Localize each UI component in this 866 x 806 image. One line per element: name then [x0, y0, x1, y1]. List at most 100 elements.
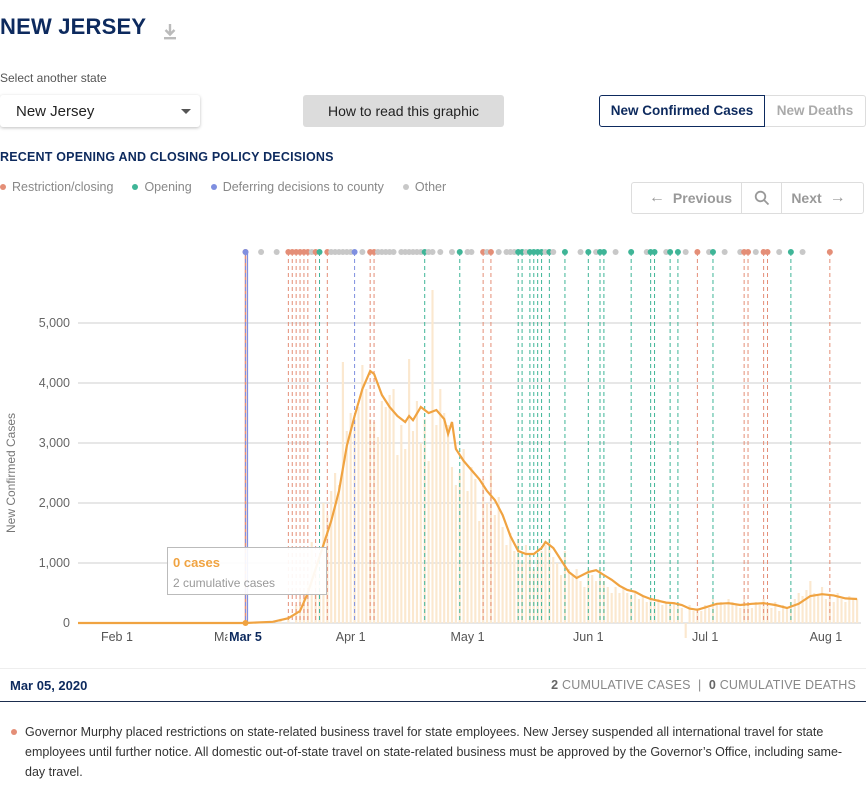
chart-bar — [513, 551, 516, 623]
policy-event-dot — [585, 249, 592, 255]
chart-bar — [388, 395, 391, 623]
policy-event-dot — [550, 249, 557, 255]
chart-bar — [774, 602, 777, 623]
chart-bar — [708, 608, 711, 623]
chart-bar — [622, 587, 625, 623]
chart-bar — [509, 533, 512, 623]
policy-event-dot — [674, 249, 681, 255]
state-select[interactable]: New Jersey — [0, 95, 200, 127]
chart-bar — [376, 437, 380, 623]
chart-bar — [735, 605, 738, 623]
chart-bar — [411, 431, 415, 623]
chart-bar — [466, 491, 469, 623]
policy-event-dot — [390, 249, 397, 255]
policy-event-dot — [745, 249, 752, 255]
chart-bar — [754, 602, 757, 623]
chart-highlight-marker: Mar 5 — [227, 620, 266, 645]
chart-bar — [501, 527, 504, 623]
chart-bar — [844, 602, 847, 623]
search-button[interactable] — [742, 183, 782, 213]
policy-event-dot — [776, 249, 783, 255]
policy-event-dot — [577, 249, 584, 255]
download-icon[interactable] — [161, 22, 179, 42]
chart-bar — [478, 521, 481, 623]
policy-legend: Restriction/closing Opening Deferring de… — [0, 180, 465, 194]
y-axis-label: New Confirmed Cases — [4, 413, 18, 533]
cumulative-cases-label: CUMULATIVE CASES — [561, 678, 691, 692]
policy-event-dot — [600, 249, 607, 255]
chart-bar — [419, 443, 422, 623]
chart-bar — [540, 551, 543, 623]
chart-bar — [571, 575, 574, 623]
next-button[interactable]: Next → — [782, 183, 863, 213]
chart-bar — [797, 593, 800, 623]
chart-bar — [824, 599, 828, 623]
chart-bar — [637, 599, 641, 623]
chart-bar — [337, 485, 341, 623]
tab-new-deaths[interactable]: New Deaths — [765, 95, 866, 127]
legend-item-other: Other — [402, 180, 447, 194]
chart-bar — [583, 587, 586, 623]
chart-bar — [575, 569, 578, 623]
chart-bar — [766, 605, 769, 623]
chart-bar — [435, 425, 438, 623]
policy-event-dot — [316, 249, 323, 255]
policy-event-dot — [468, 249, 475, 255]
policy-event-dot — [561, 249, 568, 255]
chart-bar — [341, 362, 344, 623]
policy-heading: RECENT OPENING AND CLOSING POLICY DECISI… — [0, 150, 334, 164]
chart-bar — [793, 599, 796, 623]
chart-bar — [439, 389, 442, 623]
chart-bar — [450, 467, 454, 623]
cumulative-deaths-label: CUMULATIVE DEATHS — [719, 678, 856, 692]
tab-new-confirmed-cases[interactable]: New Confirmed Cases — [599, 95, 765, 127]
tooltip-cases: 0 cases — [173, 555, 220, 570]
legend-label-county: Deferring decisions to county — [222, 180, 384, 194]
policy-event-dot — [682, 249, 689, 255]
y-tick-label: 0 — [63, 616, 70, 630]
policy-event-dot — [787, 249, 794, 255]
cumulative-deaths-value: 0 — [708, 678, 717, 692]
chart-bar — [727, 599, 730, 623]
y-tick-label: 4,000 — [39, 376, 70, 390]
chart-bar — [778, 611, 781, 623]
chart-bar — [431, 290, 434, 623]
legend-label-other: Other — [414, 180, 447, 194]
chart-bar — [610, 593, 613, 623]
next-label: Next — [791, 190, 822, 206]
chart-bar — [626, 593, 629, 623]
legend-dot-other — [402, 184, 409, 190]
chart-bar — [758, 605, 761, 623]
chart-bar — [832, 602, 835, 623]
avg-line — [78, 369, 858, 625]
chart-bar — [817, 596, 820, 623]
previous-button[interactable]: ← Previous — [632, 183, 742, 213]
chart-bar — [680, 608, 683, 623]
note-restriction-dot — [11, 729, 17, 735]
chart-bar — [365, 389, 368, 623]
chart-bar — [661, 605, 664, 623]
chart-bar — [361, 365, 364, 623]
y-tick-label: 1,000 — [39, 556, 70, 570]
chart-bar — [372, 422, 376, 623]
policy-event-dot — [709, 249, 716, 255]
chart-bar — [591, 575, 594, 623]
chart-bar — [415, 401, 418, 623]
chart-bar — [521, 563, 524, 623]
state-select-value: New Jersey — [16, 103, 95, 120]
chart-bar — [497, 497, 500, 623]
policy-event-dot — [437, 249, 444, 255]
chart-bar — [556, 563, 559, 623]
chart-bar — [633, 593, 637, 623]
chart-bar — [392, 389, 395, 623]
how-to-read-button[interactable]: How to read this graphic — [303, 95, 504, 127]
policy-event-dot — [694, 249, 701, 255]
x-tick-label: Aug 1 — [810, 630, 843, 644]
chart-bar — [840, 599, 843, 623]
chart-bar — [396, 455, 399, 623]
chart-bar — [704, 605, 707, 623]
chart-bar — [676, 605, 679, 623]
chart-bar — [485, 503, 489, 623]
legend-dot-county — [210, 184, 217, 190]
chart-bar — [820, 587, 824, 623]
